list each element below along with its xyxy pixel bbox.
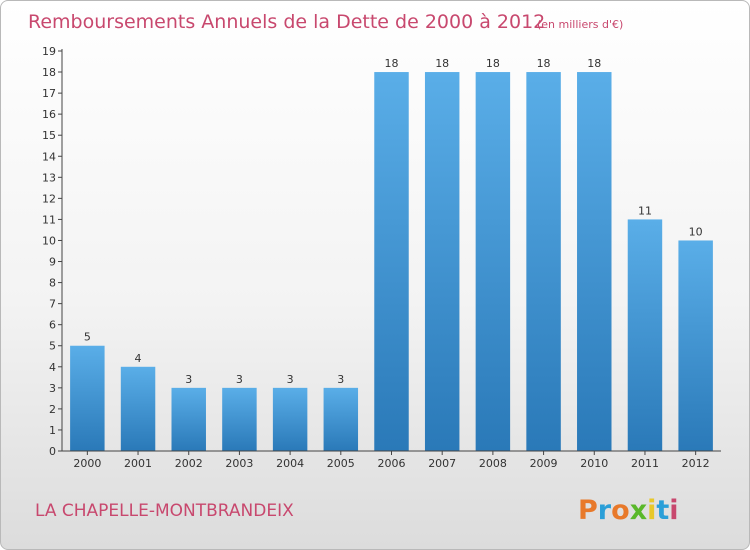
proxiti-logo-letter: i bbox=[669, 495, 678, 526]
y-tick-label: 2 bbox=[49, 403, 56, 416]
bar-2005 bbox=[323, 387, 359, 451]
data-label-2008: 18 bbox=[486, 57, 500, 70]
y-tick-label: 1 bbox=[49, 424, 56, 437]
data-label-2009: 18 bbox=[537, 57, 551, 70]
y-tick-label: 18 bbox=[42, 66, 56, 79]
x-tick-label-2009: 2009 bbox=[530, 457, 558, 470]
data-label-2010: 18 bbox=[587, 57, 601, 70]
proxiti-logo-letter: t bbox=[656, 495, 669, 526]
x-tick-label-2000: 2000 bbox=[73, 457, 101, 470]
chart-title: Remboursements Annuels de la Dette de 20… bbox=[28, 11, 545, 33]
bars: 5 4 3 3 3 3 18 18 18 18 18 11 10 bbox=[70, 57, 713, 451]
bar-2001 bbox=[120, 366, 156, 451]
proxiti-logo-letter: o bbox=[611, 495, 630, 526]
x-tick-label-2007: 2007 bbox=[428, 457, 456, 470]
y-tick-label: 10 bbox=[42, 234, 56, 247]
bar-2007 bbox=[424, 72, 460, 451]
y-tick-label: 15 bbox=[42, 129, 56, 142]
bar-2002 bbox=[171, 387, 206, 451]
data-label-2005: 3 bbox=[337, 373, 344, 386]
data-label-2011: 11 bbox=[638, 204, 652, 217]
x-tick-label-2001: 2001 bbox=[124, 457, 152, 470]
x-tick-label-2011: 2011 bbox=[631, 457, 659, 470]
commune-name: LA CHAPELLE-MONTBRANDEIX bbox=[35, 501, 294, 521]
bar-2009 bbox=[526, 72, 561, 451]
x-tick-label-2005: 2005 bbox=[327, 457, 355, 470]
y-tick-label: 7 bbox=[49, 298, 56, 311]
y-tick-label: 0 bbox=[49, 445, 56, 458]
data-label-2003: 3 bbox=[236, 373, 243, 386]
y-tick-label: 16 bbox=[42, 108, 56, 121]
bar-2011 bbox=[627, 219, 663, 451]
bar-2000 bbox=[70, 345, 105, 451]
bar-2010 bbox=[577, 72, 612, 451]
proxiti-logo: Proxiti bbox=[578, 495, 679, 526]
y-tick-label: 14 bbox=[42, 150, 56, 163]
y-tick-label: 9 bbox=[49, 256, 56, 269]
data-label-2007: 18 bbox=[435, 57, 449, 70]
data-label-2002: 3 bbox=[185, 373, 192, 386]
bar-2004 bbox=[272, 387, 308, 451]
y-tick-label: 3 bbox=[49, 382, 56, 395]
y-tick-label: 8 bbox=[49, 277, 56, 290]
data-label-2001: 4 bbox=[135, 352, 142, 365]
x-tick-label-2010: 2010 bbox=[580, 457, 608, 470]
x-tick-label-2004: 2004 bbox=[276, 457, 304, 470]
y-tick-label: 6 bbox=[49, 319, 56, 332]
y-tick-label: 17 bbox=[42, 87, 56, 100]
proxiti-logo-letter: i bbox=[647, 495, 656, 526]
x-tick-label-2002: 2002 bbox=[175, 457, 203, 470]
proxiti-logo-letter: x bbox=[630, 495, 647, 526]
bar-2006 bbox=[374, 72, 409, 451]
bar-2003 bbox=[222, 387, 257, 451]
proxiti-logo-letter: P bbox=[578, 495, 598, 526]
x-tick-label-2006: 2006 bbox=[378, 457, 406, 470]
y-tick-label: 11 bbox=[42, 213, 56, 226]
y-tick-label: 19 bbox=[42, 45, 56, 58]
y-tick-label: 4 bbox=[49, 361, 56, 374]
bar-2012 bbox=[678, 240, 713, 451]
data-label-2012: 10 bbox=[689, 225, 703, 238]
data-label-2004: 3 bbox=[287, 373, 294, 386]
chart-unit: (en milliers d'€) bbox=[537, 18, 623, 31]
x-tick-label-2008: 2008 bbox=[479, 457, 507, 470]
x-axis: 2000 2001 2002 2003 2004 2005 2006 2007 2008 2009… bbox=[62, 450, 721, 470]
x-tick-label-2012: 2012 bbox=[682, 457, 710, 470]
y-tick-label: 5 bbox=[49, 340, 56, 353]
proxiti-logo-letter: r bbox=[598, 495, 612, 526]
y-tick-label: 13 bbox=[42, 171, 56, 184]
y-tick-label: 12 bbox=[42, 192, 56, 205]
bar-2008 bbox=[475, 72, 511, 451]
data-label-2000: 5 bbox=[84, 331, 91, 344]
data-label-2006: 18 bbox=[385, 57, 399, 70]
x-tick-label-2003: 2003 bbox=[225, 457, 253, 470]
